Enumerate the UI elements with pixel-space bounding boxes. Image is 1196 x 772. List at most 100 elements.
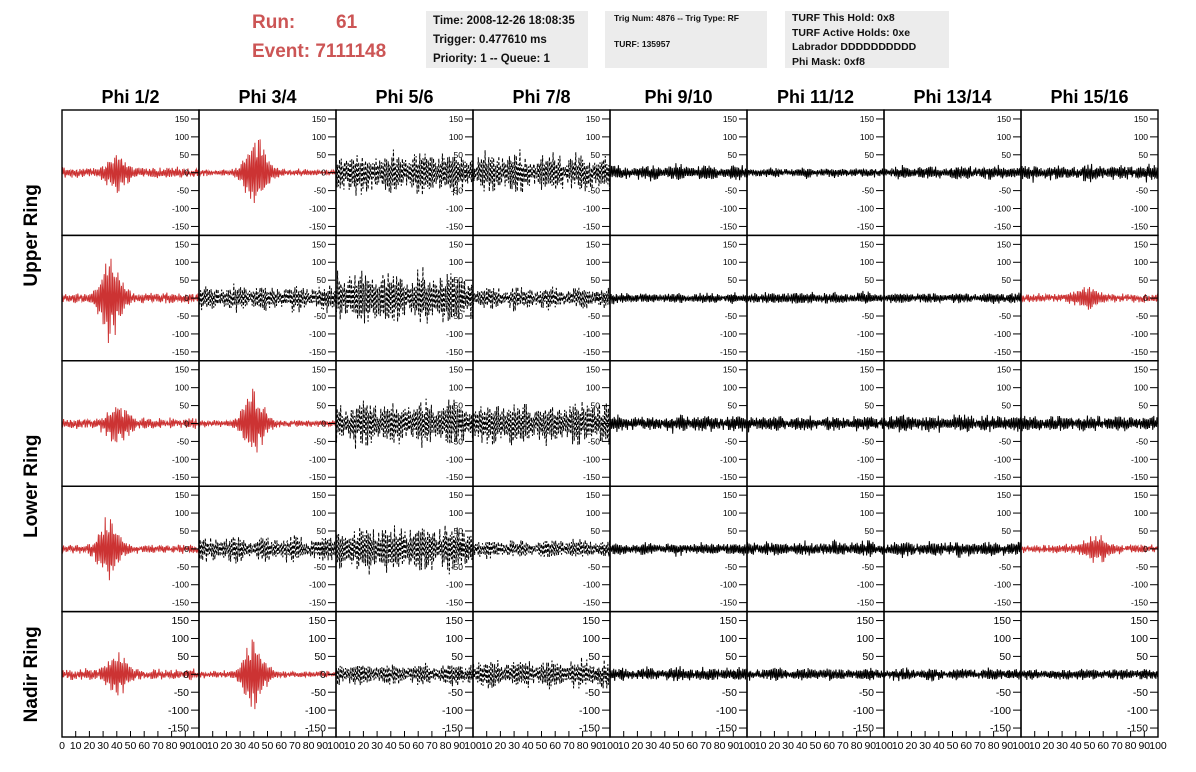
y-tick-label: 50 xyxy=(454,401,464,411)
waveform-trace xyxy=(198,639,337,710)
y-tick-label: -50 xyxy=(588,562,601,572)
labrador-line: Labrador DDDDDDDDDD xyxy=(792,41,917,53)
y-tick-label: 0 xyxy=(595,544,600,554)
y-tick-label: 50 xyxy=(865,150,875,160)
x-tick-label: 10 xyxy=(207,740,219,752)
y-tick-label: -150 xyxy=(1131,221,1148,231)
trig-line: Trig Num: 4876 -- Trig Type: RF xyxy=(614,13,739,23)
y-tick-label: 150 xyxy=(719,615,737,627)
x-tick-label: 10 xyxy=(755,740,767,752)
y-tick-label: 50 xyxy=(180,150,190,160)
y-tick-label: -100 xyxy=(442,705,463,717)
y-tick-label: 150 xyxy=(860,365,874,375)
y-tick-label: -100 xyxy=(583,580,600,590)
y-tick-label: -100 xyxy=(172,580,189,590)
y-tick-label: -50 xyxy=(862,311,875,321)
waveform-panel: -150 -100 -50 0 50 100 150 xyxy=(472,109,611,237)
y-tick-label: 50 xyxy=(1002,401,1012,411)
waveform-panel: -150 -100 -50 0 50 100 150 xyxy=(198,360,337,487)
y-tick-label: 50 xyxy=(728,150,738,160)
y-tick-label: 0 xyxy=(321,168,326,178)
x-tick-label: 50 xyxy=(810,740,822,752)
y-tick-label: 150 xyxy=(586,239,600,249)
column-header: Phi 11/12 xyxy=(777,87,854,107)
y-tick-label: -50 xyxy=(999,436,1012,446)
y-tick-label: -150 xyxy=(994,598,1011,608)
waveform-panel: -150 -100 -50 0 50 100 150 xyxy=(335,109,474,237)
x-tick-label: 40 xyxy=(248,740,260,752)
y-tick-label: -100 xyxy=(994,204,1011,214)
x-tick-label: 80 xyxy=(988,740,1000,752)
x-tick-label: 40 xyxy=(796,740,808,752)
column-header: Phi 3/4 xyxy=(238,87,296,107)
y-tick-label: -50 xyxy=(588,311,601,321)
waveform-panel: -150 -100 -50 0 50 100 150 xyxy=(61,234,200,362)
y-tick-label: -150 xyxy=(720,221,737,231)
y-tick-label: -100 xyxy=(172,454,189,464)
y-tick-label: -150 xyxy=(1131,472,1148,482)
y-tick-label: -50 xyxy=(1136,186,1149,196)
y-tick-label: 50 xyxy=(317,401,327,411)
y-tick-label: -150 xyxy=(994,221,1011,231)
y-tick-label: -100 xyxy=(1131,580,1148,590)
x-tick-label: 90 xyxy=(453,740,465,752)
x-tick-label: 10 xyxy=(618,740,630,752)
waveform-panel: -150 -100 -50 0 50 100 150 xyxy=(609,485,748,613)
y-tick-label: 150 xyxy=(860,490,874,500)
waveform-trace xyxy=(198,388,337,453)
y-tick-label: 50 xyxy=(728,526,738,536)
y-tick-label: 100 xyxy=(860,508,874,518)
x-tick-label: 20 xyxy=(84,740,96,752)
y-tick-label: -50 xyxy=(725,311,738,321)
y-tick-label: -50 xyxy=(451,562,464,572)
waveform-trace xyxy=(61,652,200,696)
y-tick-label: 100 xyxy=(586,257,600,267)
x-tick-label: 80 xyxy=(440,740,452,752)
y-tick-label: 100 xyxy=(723,132,737,142)
y-tick-label: 0 xyxy=(1006,418,1011,428)
y-tick-label: 0 xyxy=(1006,293,1011,303)
waveform-trace xyxy=(198,534,337,564)
y-tick-label: 150 xyxy=(856,615,874,627)
y-tick-label: 50 xyxy=(862,651,874,663)
x-tick-label: 100 xyxy=(464,740,482,752)
x-tick-label: 40 xyxy=(933,740,945,752)
y-tick-label: 100 xyxy=(1134,383,1148,393)
y-tick-label: 100 xyxy=(308,633,326,645)
waveform-trace xyxy=(609,666,748,682)
y-tick-label: -50 xyxy=(177,562,190,572)
y-tick-label: 100 xyxy=(449,132,463,142)
y-tick-label: 0 xyxy=(594,669,600,681)
waveform-trace xyxy=(198,139,337,204)
y-tick-label: -150 xyxy=(857,598,874,608)
y-tick-label: -50 xyxy=(1136,311,1149,321)
y-tick-label: 150 xyxy=(723,239,737,249)
waveform-trace xyxy=(472,657,611,690)
waveform-trace xyxy=(335,662,474,687)
waveform-panel: -150 -100 -50 0 50 100 150 xyxy=(335,485,474,613)
y-tick-label: 0 xyxy=(458,544,463,554)
waveform-panel: -150 -100 -50 0 50 100 150 xyxy=(61,485,200,613)
x-tick-label: 100 xyxy=(875,740,893,752)
waveform-trace xyxy=(472,538,611,560)
x-tick-label: 40 xyxy=(1070,740,1082,752)
y-tick-label: 100 xyxy=(312,257,326,267)
x-tick-label: 90 xyxy=(316,740,328,752)
y-tick-label: -50 xyxy=(999,562,1012,572)
x-tick-label: 20 xyxy=(1043,740,1055,752)
waveform-panel: -150 -100 -50 0 50 100 150 xyxy=(1020,109,1159,237)
waveform-trace xyxy=(746,667,885,682)
panel-frame xyxy=(335,234,474,362)
waveform-trace xyxy=(609,163,748,182)
y-tick-label: -150 xyxy=(857,347,874,357)
y-tick-label: -150 xyxy=(990,723,1011,735)
y-tick-label: 150 xyxy=(449,114,463,124)
waveform-panel: -150 -100 -50 0 50 100 150 xyxy=(883,485,1022,613)
x-tick-label: 10 xyxy=(892,740,904,752)
x-tick-label: 30 xyxy=(645,740,657,752)
y-tick-label: 0 xyxy=(321,544,326,554)
y-tick-label: -100 xyxy=(1131,329,1148,339)
x-tick-label: 20 xyxy=(358,740,370,752)
x-tick-label: 30 xyxy=(97,740,109,752)
y-tick-label: 0 xyxy=(1143,168,1148,178)
